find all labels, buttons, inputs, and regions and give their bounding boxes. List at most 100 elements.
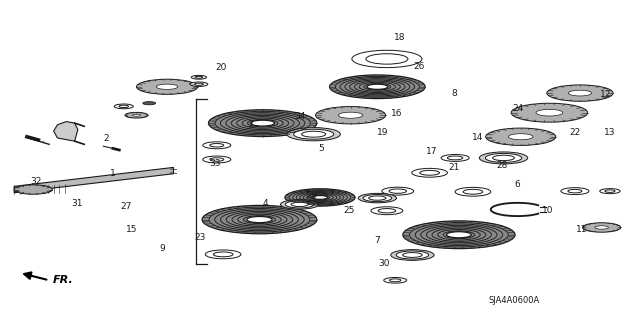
Ellipse shape — [547, 85, 613, 101]
Ellipse shape — [358, 193, 396, 203]
Text: 15: 15 — [126, 225, 138, 234]
Ellipse shape — [352, 50, 422, 68]
Ellipse shape — [316, 107, 386, 124]
Ellipse shape — [595, 226, 609, 229]
Ellipse shape — [561, 188, 589, 195]
Text: 11: 11 — [575, 225, 587, 234]
Ellipse shape — [441, 154, 469, 161]
Ellipse shape — [205, 250, 241, 259]
Ellipse shape — [366, 54, 408, 64]
Text: 1: 1 — [110, 169, 116, 178]
Ellipse shape — [403, 253, 422, 257]
Ellipse shape — [378, 209, 396, 213]
Ellipse shape — [486, 128, 556, 145]
Text: SJA4A0600A: SJA4A0600A — [489, 296, 540, 305]
Ellipse shape — [391, 250, 434, 260]
Ellipse shape — [156, 84, 178, 89]
Ellipse shape — [210, 144, 224, 147]
Text: 5: 5 — [318, 144, 324, 153]
Ellipse shape — [251, 120, 275, 126]
Ellipse shape — [190, 82, 208, 86]
Text: 27: 27 — [120, 203, 131, 211]
Ellipse shape — [447, 232, 471, 238]
Ellipse shape — [382, 187, 413, 195]
Text: 17: 17 — [426, 147, 437, 156]
Ellipse shape — [493, 155, 515, 160]
Ellipse shape — [330, 75, 425, 99]
Ellipse shape — [600, 189, 620, 194]
Text: 24: 24 — [512, 104, 523, 113]
Ellipse shape — [536, 109, 563, 116]
Ellipse shape — [403, 221, 515, 249]
Text: 3: 3 — [247, 120, 253, 129]
Text: 2: 2 — [104, 134, 109, 144]
Ellipse shape — [294, 129, 333, 139]
Ellipse shape — [367, 84, 388, 89]
Text: 7: 7 — [374, 236, 380, 245]
Ellipse shape — [582, 223, 621, 232]
Text: 13: 13 — [604, 128, 616, 137]
Text: FR.: FR. — [52, 275, 73, 285]
Ellipse shape — [287, 128, 340, 141]
Text: 29: 29 — [307, 191, 318, 200]
Ellipse shape — [119, 105, 129, 108]
Ellipse shape — [195, 76, 203, 78]
Text: 4: 4 — [263, 199, 269, 208]
Ellipse shape — [213, 252, 233, 257]
Text: 23: 23 — [195, 234, 206, 242]
Ellipse shape — [203, 156, 231, 163]
Text: 22: 22 — [569, 128, 580, 137]
Ellipse shape — [301, 131, 326, 137]
Ellipse shape — [369, 196, 386, 200]
Text: 18: 18 — [394, 33, 405, 42]
Text: 26: 26 — [413, 62, 424, 71]
Text: 12: 12 — [600, 90, 611, 99]
Ellipse shape — [511, 103, 588, 122]
Ellipse shape — [291, 202, 308, 206]
Text: 25: 25 — [343, 206, 355, 215]
Text: 30: 30 — [378, 259, 390, 268]
Ellipse shape — [136, 79, 198, 94]
Ellipse shape — [396, 251, 429, 259]
Ellipse shape — [209, 110, 317, 137]
Ellipse shape — [447, 156, 463, 160]
Ellipse shape — [247, 217, 272, 223]
Text: 20: 20 — [216, 63, 227, 72]
Text: 8: 8 — [451, 89, 457, 98]
Text: 31: 31 — [71, 199, 83, 208]
Ellipse shape — [125, 112, 148, 118]
Ellipse shape — [363, 195, 392, 202]
Ellipse shape — [132, 114, 141, 116]
Ellipse shape — [203, 142, 231, 149]
Ellipse shape — [285, 189, 355, 206]
Ellipse shape — [605, 190, 615, 192]
Ellipse shape — [389, 189, 406, 193]
Text: 33: 33 — [209, 159, 221, 168]
Text: 21: 21 — [448, 163, 460, 172]
Ellipse shape — [202, 205, 317, 234]
Polygon shape — [14, 167, 173, 193]
Ellipse shape — [191, 75, 207, 79]
Ellipse shape — [285, 201, 314, 208]
Ellipse shape — [384, 278, 406, 283]
Ellipse shape — [568, 189, 582, 193]
Ellipse shape — [210, 158, 224, 161]
Ellipse shape — [479, 152, 528, 164]
Ellipse shape — [371, 207, 403, 215]
Text: 34: 34 — [294, 112, 305, 121]
Ellipse shape — [420, 170, 440, 175]
Text: 14: 14 — [472, 133, 484, 142]
Text: 9: 9 — [159, 243, 165, 253]
Text: 28: 28 — [496, 161, 508, 170]
Ellipse shape — [280, 200, 319, 209]
Polygon shape — [54, 122, 78, 141]
Ellipse shape — [14, 185, 52, 194]
Text: 32: 32 — [31, 177, 42, 186]
Ellipse shape — [114, 104, 133, 109]
Ellipse shape — [508, 134, 533, 140]
Text: 19: 19 — [377, 128, 388, 137]
Ellipse shape — [412, 168, 447, 177]
Ellipse shape — [143, 102, 156, 105]
Ellipse shape — [312, 196, 328, 199]
Text: 16: 16 — [390, 109, 402, 118]
